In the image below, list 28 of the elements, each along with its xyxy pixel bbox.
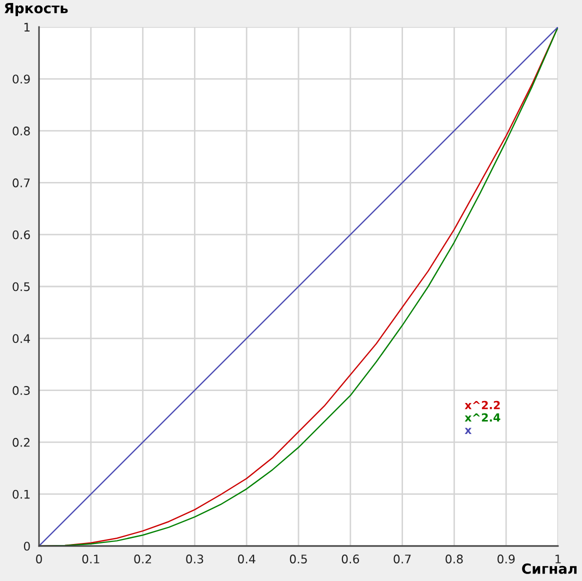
y-tick-label: 1 [24, 22, 30, 32]
y-tick-label: 0.8 [12, 126, 30, 136]
y-tick-label: 0.1 [12, 490, 30, 499]
y-tick-label: 0.3 [12, 386, 30, 395]
line-series [39, 27, 558, 546]
x-tick-label: 0.1 [82, 554, 100, 564]
y-tick-label: 0.4 [12, 334, 30, 344]
x-tick-label: 0.6 [342, 554, 360, 564]
x-tick-label: 0.5 [290, 554, 307, 564]
x-tick-label: 0 [36, 554, 42, 564]
y-tick-label: 0.5 [12, 282, 30, 292]
x-tick-label: 0.8 [446, 554, 463, 564]
y-tick-label: 0.9 [12, 74, 30, 84]
y-tick-label: 0.7 [12, 178, 30, 188]
x-tick-label: 0.2 [134, 554, 152, 564]
x-tick-label: 0.7 [394, 554, 411, 564]
x-tick-label: 0.3 [186, 554, 204, 564]
y-axis-title: Яркость [4, 3, 68, 16]
text: x^2.2 [464, 400, 500, 410]
x-tick-label: 1 [556, 554, 561, 564]
y-tick-label: 0.6 [12, 230, 30, 240]
x-tick-label: 0.9 [497, 554, 515, 564]
x-axis-title: Сигнал [522, 563, 577, 574]
text: x^2.4 [464, 413, 500, 422]
text: x [464, 428, 472, 434]
y-tick-label: 0.2 [12, 438, 30, 447]
x-tick-label: 0.4 [238, 554, 256, 564]
y-tick-label: 0 [24, 542, 30, 551]
